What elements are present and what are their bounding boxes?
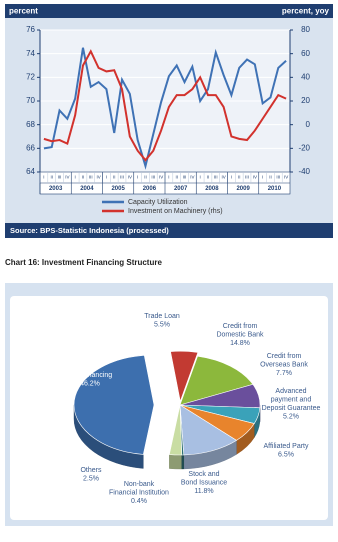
x-tick-label: II (82, 175, 85, 180)
x-tick-label: III (151, 175, 155, 180)
x-tick-label: IV (253, 175, 257, 180)
x-tick-label: I (43, 175, 44, 180)
x-tick-label: III (120, 175, 124, 180)
x-group-label: 2009 (236, 186, 250, 192)
x-tick-label: I (75, 175, 76, 180)
x-tick-label: IV (128, 175, 132, 180)
y2-tick-label: -20 (298, 143, 310, 152)
y2-tick-label: -40 (298, 167, 310, 176)
x-tick-label: IV (96, 175, 100, 180)
x-group-label: 2007 (174, 186, 188, 192)
y-tick-label: 74 (26, 49, 35, 58)
x-tick-label: IV (159, 175, 163, 180)
pie-label-line: Overseas Bank (260, 361, 308, 368)
source-note: Source: BPS-Statistic Indonesia (process… (10, 226, 169, 235)
x-tick-label: IV (65, 175, 69, 180)
y2-tick-label: 40 (301, 72, 310, 81)
x-group-label: 2006 (143, 186, 157, 192)
y2-tick-label: 60 (301, 49, 310, 58)
pie-label-line: Trade Loan (144, 313, 180, 320)
legend-label: Investment on Machinery (rhs) (128, 208, 223, 215)
x-tick-label: II (175, 175, 178, 180)
pie-side (182, 455, 184, 469)
pie-label: Self Financing (68, 372, 112, 379)
x-tick-label: I (200, 175, 201, 180)
pie-label-line: Stock and (188, 471, 219, 478)
legend-label: Capacity Utilization (128, 199, 188, 206)
y-label: percent (9, 7, 38, 16)
x-group-label: 2005 (111, 186, 125, 192)
x-group-label: 2010 (268, 186, 282, 192)
pie-label-line: Deposit Guarantee (262, 405, 321, 412)
y-tick-label: 64 (26, 167, 35, 176)
x-tick-label: IV (190, 175, 194, 180)
y2-tick-label: 80 (301, 25, 310, 34)
pie-value-label: 46.2% (80, 380, 100, 387)
pie-label-line: Financial Institution (109, 489, 169, 496)
x-tick-label: IV (284, 175, 288, 180)
pie-value-label: 5.5% (154, 321, 170, 328)
x-tick-label: IV (221, 175, 225, 180)
pie-value-label: 7.7% (276, 370, 292, 377)
x-tick-label: III (214, 175, 218, 180)
pie-label-line: Credit from (223, 323, 258, 330)
x-tick-label: III (183, 175, 187, 180)
x-tick-label: III (58, 175, 62, 180)
pie-label-line: Affiliated Party (263, 443, 309, 450)
pie-label-line: Domestic Bank (216, 331, 264, 338)
y2-tick-label: 20 (301, 96, 310, 105)
x-tick-label: I (168, 175, 169, 180)
pie-value-label: 0.4% (131, 498, 147, 505)
pie-label: Affiliated Party (263, 443, 309, 450)
y-tick-label: 76 (26, 25, 35, 34)
pie-label: Trade Loan (144, 313, 180, 320)
pie-label-line: Advanced (275, 388, 306, 395)
pie-label: Others (80, 467, 102, 474)
pie-label-line: Non-bank (124, 481, 155, 488)
pie-label-line: Credit from (267, 353, 302, 360)
x-tick-label: II (50, 175, 53, 180)
pie-value-label: 6.5% (278, 451, 294, 458)
x-tick-label: II (113, 175, 116, 180)
y-tick-label: 70 (26, 96, 35, 105)
pie-value-label: 11.8% (194, 488, 213, 495)
x-group-label: 2003 (49, 186, 63, 192)
x-tick-label: I (231, 175, 232, 180)
x-tick-label: I (137, 175, 138, 180)
pie-side (169, 455, 181, 469)
pie-label-line: Bond Issuance (181, 479, 227, 486)
x-tick-label: III (276, 175, 280, 180)
pie-label-line: payment and (271, 396, 312, 403)
x-tick-label: III (89, 175, 93, 180)
x-tick-label: II (144, 175, 147, 180)
x-tick-label: III (245, 175, 249, 180)
x-group-label: 2008 (205, 186, 219, 192)
pie-value-label: 2.5% (83, 475, 99, 482)
y-tick-label: 72 (26, 72, 35, 81)
x-group-label: 2004 (80, 186, 94, 192)
x-tick-label: II (269, 175, 272, 180)
pie-label-line: Self Financing (68, 372, 112, 379)
y-tick-label: 66 (26, 143, 35, 152)
chart-title: Chart 16: Investment Financing Structure (5, 258, 162, 267)
pie-value-label: 5.2% (283, 413, 299, 420)
pie-value-label: 14.8% (230, 340, 250, 347)
x-tick-label: II (207, 175, 210, 180)
x-tick-label: I (262, 175, 263, 180)
x-tick-label: I (106, 175, 107, 180)
x-tick-label: II (238, 175, 241, 180)
y2-tick-label: 0 (306, 120, 311, 129)
y2-label: percent, yoy (282, 7, 330, 16)
pie-label-line: Others (80, 467, 102, 474)
y-tick-label: 68 (26, 120, 35, 129)
